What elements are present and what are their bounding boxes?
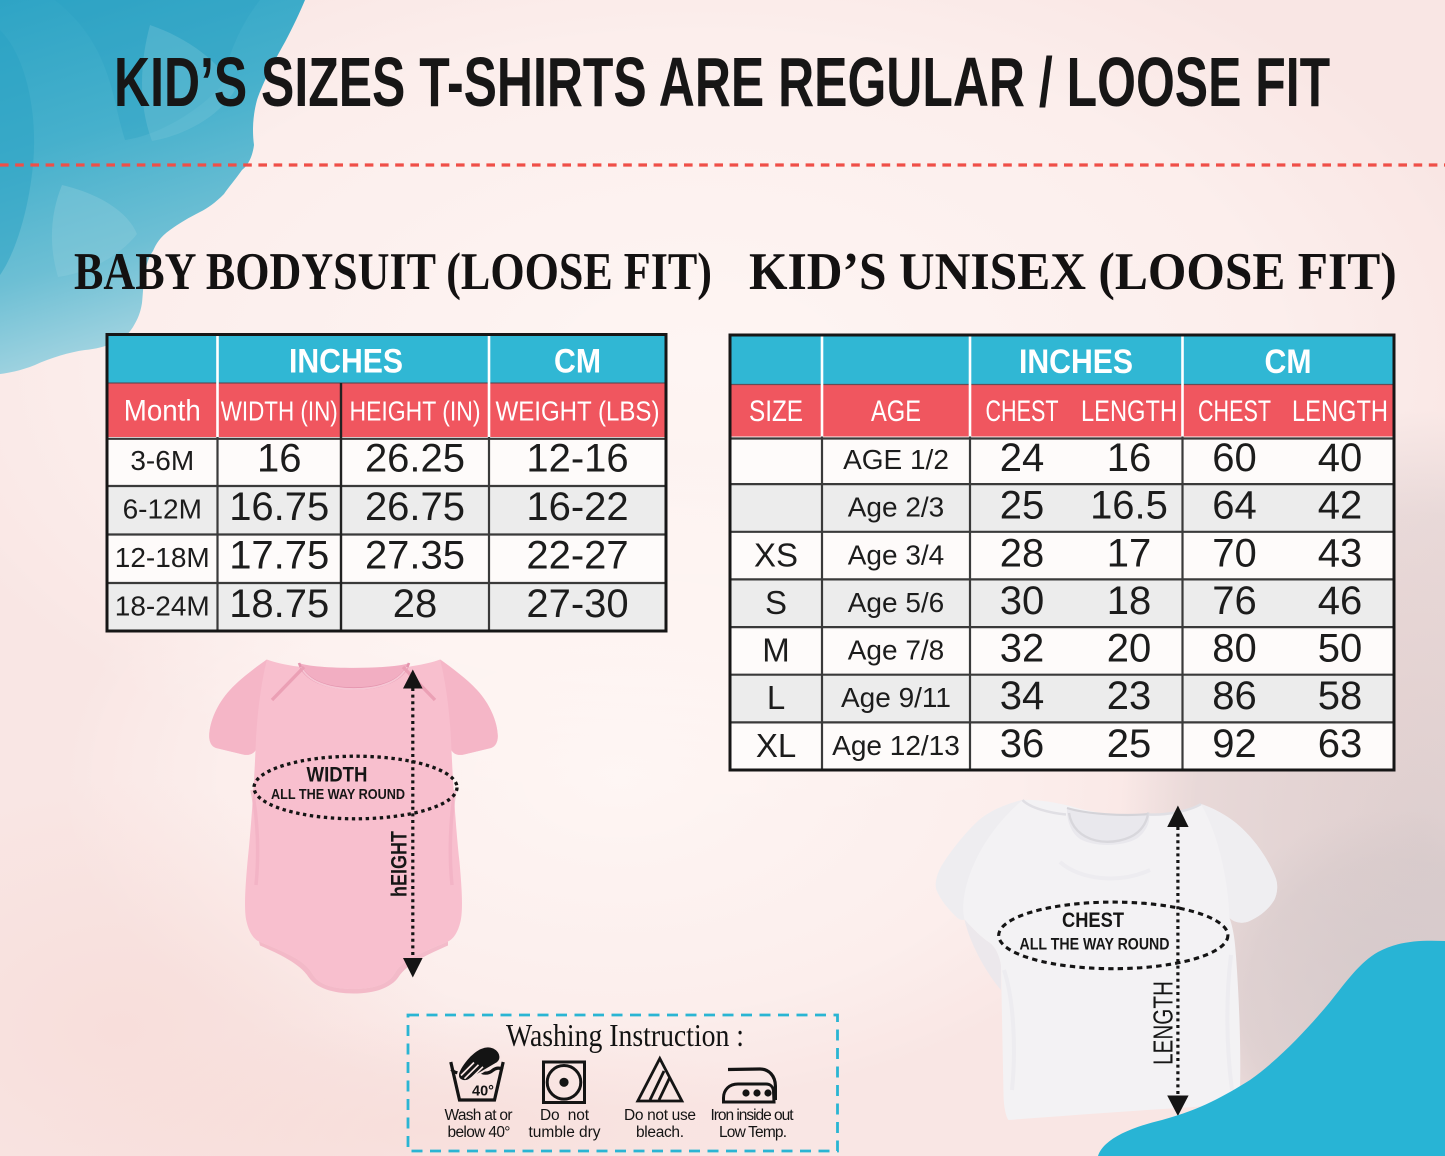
svg-text:M: M [762,632,790,669]
svg-text:28: 28 [1000,531,1045,575]
svg-text:42: 42 [1318,484,1363,528]
svg-text:16.5: 16.5 [1090,484,1168,528]
svg-text:16: 16 [1107,436,1152,480]
svg-text:92: 92 [1212,722,1257,766]
svg-text:Age 7/8: Age 7/8 [848,635,945,666]
svg-text:SIZE: SIZE [749,395,803,428]
svg-text:bleach.: bleach. [636,1124,684,1141]
svg-text:12-18M: 12-18M [115,542,210,573]
svg-text:Month: Month [124,395,201,428]
svg-text:HEIGHT (IN): HEIGHT (IN) [350,396,481,427]
svg-text:43: 43 [1318,531,1363,575]
svg-text:60: 60 [1212,436,1257,480]
svg-text:26.25: 26.25 [365,437,465,481]
svg-text:64: 64 [1212,484,1257,528]
svg-text:58: 58 [1318,674,1363,718]
svg-text:24: 24 [1000,436,1045,480]
svg-text:63: 63 [1318,722,1363,766]
svg-text:Age 12/13: Age 12/13 [832,730,960,761]
svg-text:16-22: 16-22 [526,485,628,529]
svg-text:tumble dry: tumble dry [529,1124,601,1141]
svg-text:22-27: 22-27 [526,534,628,578]
svg-text:20: 20 [1107,627,1152,671]
svg-text:ALL THE WAY ROUND: ALL THE WAY ROUND [1020,935,1170,954]
svg-text:27-30: 27-30 [526,582,628,626]
svg-text:34: 34 [1000,674,1045,718]
svg-text:CHEST: CHEST [1062,908,1124,932]
svg-text:86: 86 [1212,674,1257,718]
svg-text:Wash at or: Wash at or [445,1107,513,1124]
svg-text:ALL THE WAY ROUND: ALL THE WAY ROUND [271,786,405,803]
svg-text:36: 36 [1000,722,1045,766]
svg-text:18-24M: 18-24M [115,591,210,622]
svg-text:12-16: 12-16 [526,437,628,481]
svg-text:50: 50 [1318,627,1363,671]
svg-text:LENGTH: LENGTH [1292,395,1388,428]
svg-text:CHEST: CHEST [1198,395,1271,428]
svg-text:17.75: 17.75 [229,534,329,578]
svg-text:3-6M: 3-6M [130,445,194,476]
svg-text:25: 25 [1000,484,1045,528]
svg-text:WEIGHT (LBS): WEIGHT (LBS) [496,396,660,427]
svg-text:18: 18 [1107,579,1152,623]
svg-text:CM: CM [1265,343,1312,381]
svg-text:XS: XS [754,536,798,573]
svg-text:40: 40 [1318,436,1363,480]
svg-text:30: 30 [1000,579,1045,623]
svg-text:40°: 40° [472,1084,494,1100]
svg-text:LENGTH: LENGTH [1081,395,1177,428]
svg-text:46: 46 [1318,579,1363,623]
svg-text:26.75: 26.75 [365,485,465,529]
svg-text:80: 80 [1212,627,1257,671]
svg-text:Iron inside out: Iron inside out [711,1107,795,1124]
svg-text:Washing Instruction :: Washing Instruction : [506,1017,744,1053]
svg-text:Age 5/6: Age 5/6 [848,587,945,618]
svg-text:32: 32 [1000,627,1045,671]
svg-text:hEIGHT: hEIGHT [387,831,412,897]
svg-text:LENGTH: LENGTH [1148,981,1179,1065]
svg-text:Do not: Do not [540,1107,590,1124]
svg-text:CM: CM [554,343,601,381]
svg-text:6-12M: 6-12M [123,494,202,525]
svg-text:CHEST: CHEST [986,395,1059,428]
svg-text:16.75: 16.75 [229,485,329,529]
svg-text:25: 25 [1107,722,1152,766]
svg-text:27.35: 27.35 [365,534,465,578]
svg-text:AGE: AGE [871,395,921,428]
svg-text:23: 23 [1107,674,1152,718]
svg-text:16: 16 [257,437,302,481]
svg-text:XL: XL [756,727,796,764]
svg-text:Do not use: Do not use [624,1107,696,1124]
svg-text:Age 3/4: Age 3/4 [848,539,945,570]
svg-text:S: S [765,584,787,621]
svg-text:L: L [767,679,785,716]
svg-text:Low Temp.: Low Temp. [719,1124,787,1141]
svg-text:Age 2/3: Age 2/3 [848,492,945,523]
svg-text:INCHES: INCHES [1019,343,1133,381]
svg-text:28: 28 [393,582,438,626]
svg-text:AGE 1/2: AGE 1/2 [843,444,949,475]
svg-text:WIDTH (IN): WIDTH (IN) [221,396,338,427]
svg-text:70: 70 [1212,531,1257,575]
svg-text:WIDTH: WIDTH [307,764,368,787]
svg-text:below 40°: below 40° [448,1124,511,1141]
svg-text:18.75: 18.75 [229,582,329,626]
svg-text:17: 17 [1107,531,1152,575]
svg-text:76: 76 [1212,579,1257,623]
svg-text:Age 9/11: Age 9/11 [841,682,951,713]
svg-text:INCHES: INCHES [289,343,403,381]
